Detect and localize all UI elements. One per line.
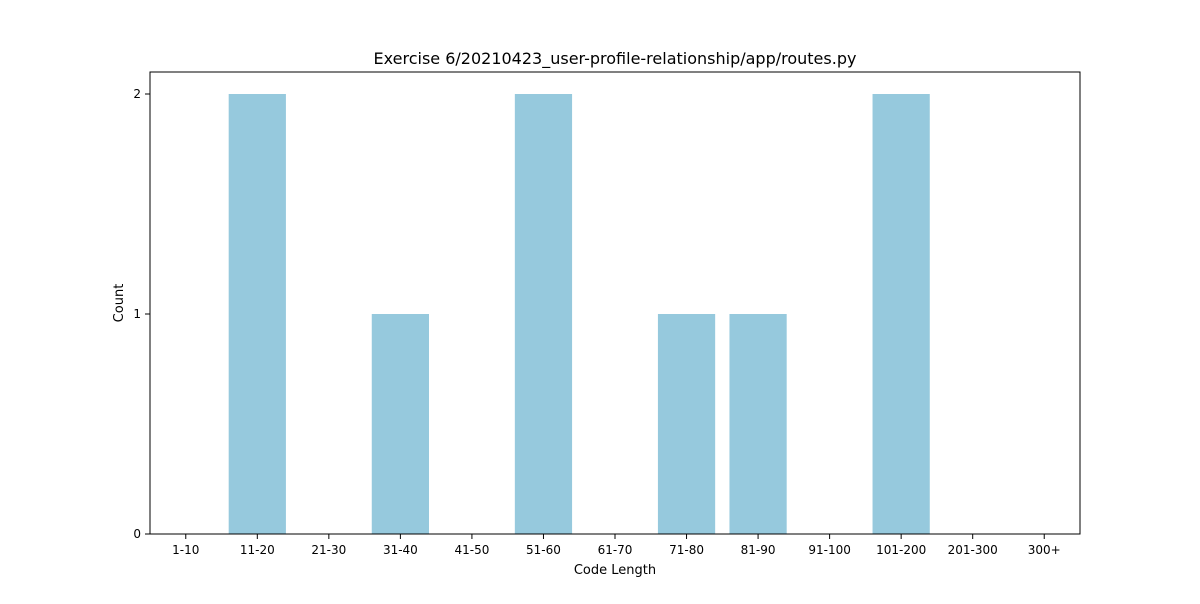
x-tick-label: 71-80 [669, 543, 704, 557]
x-tick-label: 91-100 [808, 543, 851, 557]
x-tick-label: 300+ [1028, 543, 1061, 557]
x-tick-label: 21-30 [311, 543, 346, 557]
x-tick-label: 31-40 [383, 543, 418, 557]
y-tick-label: 0 [133, 527, 141, 541]
bars-layer [228, 94, 930, 534]
x-tick-label: 81-90 [741, 543, 776, 557]
bar-11-20 [228, 94, 286, 534]
x-tick-label: 61-70 [598, 543, 633, 557]
x-axis-label: Code Length [574, 563, 656, 578]
x-tick-label: 41-50 [454, 543, 489, 557]
y-axis-ticks: 0 1 2 [133, 87, 150, 541]
bar-71-80 [657, 314, 716, 534]
x-axis-ticks: 1-10 11-20 21-30 31-40 41-50 51-60 61-70 71-80 8… [172, 534, 1061, 557]
x-tick-label: 1-10 [172, 543, 199, 557]
bar-81-90 [729, 314, 787, 534]
x-tick-label: 51-60 [526, 543, 561, 557]
bar-51-60 [514, 94, 573, 534]
plot-frame [149, 71, 1081, 535]
bar-31-40 [371, 314, 429, 534]
chart-title: Exercise 6/20210423_user-profile-relatio… [374, 49, 857, 69]
y-tick-label: 2 [133, 87, 141, 101]
x-tick-label: 101-200 [876, 543, 926, 557]
bar-101-200 [872, 94, 930, 534]
y-axis-label: Count [112, 284, 127, 323]
x-tick-label: 11-20 [240, 543, 275, 557]
y-tick-label: 1 [133, 307, 141, 321]
x-tick-label: 201-300 [948, 543, 998, 557]
